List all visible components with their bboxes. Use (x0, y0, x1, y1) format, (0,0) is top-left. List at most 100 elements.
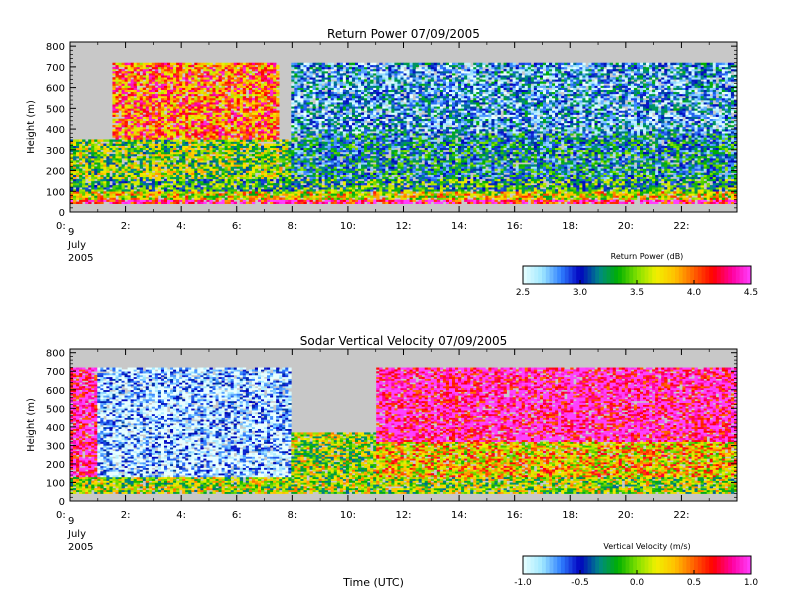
heatmap-cell (149, 106, 152, 108)
heatmap-cell (303, 202, 306, 204)
heatmap-cell (261, 88, 264, 90)
heatmap-cell (122, 197, 125, 199)
heatmap-cell (167, 86, 170, 88)
heatmap-cell (313, 83, 316, 85)
heatmap-cell (73, 158, 76, 160)
heatmap-cell (243, 127, 246, 129)
heatmap-cell (152, 187, 155, 189)
heatmap-cell (85, 148, 88, 150)
heatmap-cell (249, 173, 252, 175)
heatmap-cell (231, 75, 234, 77)
heatmap-cell (194, 179, 197, 181)
heatmap-cell (131, 94, 134, 96)
heatmap-cell (155, 183, 158, 185)
heatmap-cell (137, 123, 140, 125)
heatmap-cell (209, 121, 212, 123)
heatmap-cell (209, 81, 212, 83)
heatmap-cell (185, 86, 188, 88)
heatmap-cell (249, 164, 252, 166)
heatmap-cell (261, 168, 264, 170)
heatmap-cell (115, 142, 118, 144)
heatmap-cell (288, 144, 291, 146)
heatmap-cell (303, 135, 306, 137)
heatmap-cell (203, 129, 206, 131)
heatmap-cell (106, 150, 109, 152)
heatmap-cell (173, 144, 176, 146)
heatmap-cell (316, 181, 319, 183)
heatmap-cell (143, 183, 146, 185)
heatmap-cell (182, 133, 185, 135)
heatmap-cell (334, 108, 337, 110)
heatmap-cell (331, 75, 334, 77)
heatmap-cell (140, 137, 143, 139)
heatmap-cell (155, 177, 158, 179)
heatmap-cell (194, 67, 197, 69)
heatmap-cell (158, 73, 161, 75)
heatmap-cell (213, 175, 216, 177)
heatmap-cell (176, 187, 179, 189)
heatmap-cell (267, 110, 270, 112)
heatmap-cell (270, 200, 273, 202)
heatmap-cell (340, 148, 343, 150)
heatmap-cell (297, 150, 300, 152)
heatmap-cell (158, 119, 161, 121)
heatmap-cell (343, 191, 346, 193)
heatmap-cell (185, 71, 188, 73)
heatmap-cell (328, 81, 331, 83)
heatmap-cell (173, 96, 176, 98)
heatmap-cell (334, 173, 337, 175)
heatmap-cell (122, 63, 125, 65)
heatmap-cell (310, 177, 313, 179)
heatmap-cell (161, 168, 164, 170)
heatmap-cell (112, 81, 115, 83)
heatmap-cell (131, 104, 134, 106)
heatmap-cell (167, 175, 170, 177)
heatmap-cell (258, 79, 261, 81)
heatmap-cell (322, 121, 325, 123)
heatmap-cell (340, 135, 343, 137)
heatmap-cell (331, 160, 334, 162)
heatmap-cell (249, 63, 252, 65)
heatmap-cell (255, 187, 258, 189)
heatmap-cell (261, 156, 264, 158)
heatmap-cell (240, 185, 243, 187)
heatmap-cell (279, 175, 282, 177)
heatmap-cell (149, 81, 152, 83)
heatmap-cell (79, 139, 82, 141)
heatmap-cell (310, 189, 313, 191)
heatmap-cell (115, 148, 118, 150)
heatmap-cell (300, 102, 303, 104)
heatmap-cell (240, 200, 243, 202)
heatmap-cell (261, 110, 264, 112)
heatmap-cell (234, 139, 237, 141)
heatmap-cell (219, 123, 222, 125)
heatmap-cell (258, 195, 261, 197)
heatmap-cell (197, 179, 200, 181)
heatmap-cell (240, 98, 243, 100)
heatmap-cell (222, 144, 225, 146)
heatmap-cell (164, 133, 167, 135)
heatmap-cell (146, 168, 149, 170)
heatmap-cell (334, 154, 337, 156)
heatmap-cell (206, 98, 209, 100)
heatmap-cell (328, 179, 331, 181)
heatmap-cell (191, 65, 194, 67)
heatmap-cell (158, 127, 161, 129)
heatmap-cell (310, 65, 313, 67)
heatmap-cell (228, 162, 231, 164)
heatmap-cell (125, 150, 128, 152)
heatmap-cell (258, 81, 261, 83)
heatmap-cell (106, 168, 109, 170)
heatmap-cell (246, 125, 249, 127)
heatmap-cell (91, 156, 94, 158)
heatmap-cell (273, 191, 276, 193)
heatmap-cell (219, 181, 222, 183)
heatmap-cell (219, 154, 222, 156)
heatmap-cell (182, 137, 185, 139)
heatmap-cell (261, 117, 264, 119)
heatmap-cell (219, 131, 222, 133)
heatmap-cell (206, 187, 209, 189)
heatmap-cell (176, 173, 179, 175)
heatmap-cell (313, 195, 316, 197)
heatmap-cell (310, 162, 313, 164)
